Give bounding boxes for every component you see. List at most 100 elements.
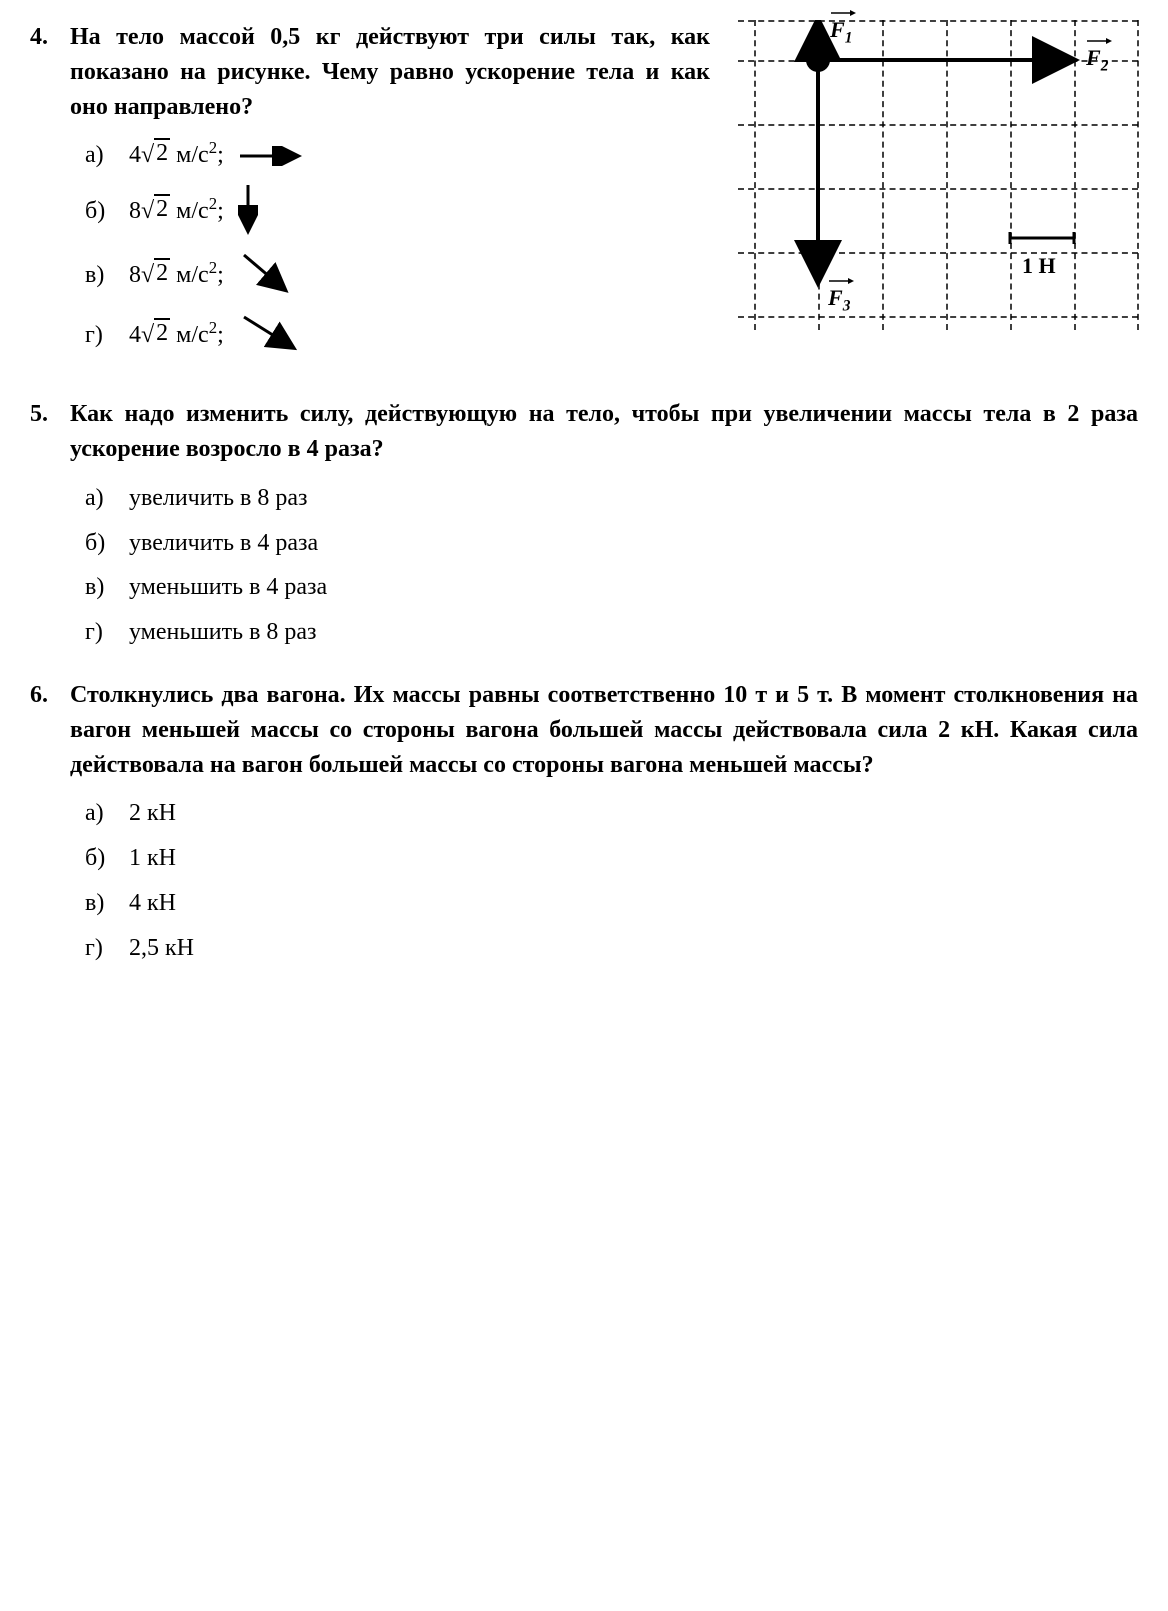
root-arg: 2 (154, 138, 170, 166)
option-text: уменьшить в 4 раза (129, 570, 327, 605)
force-diagram: F1 F2 F3 1 Н (738, 20, 1138, 330)
root-arg: 2 (154, 258, 170, 286)
q4-body: 4. На тело массой 0,5 кг действуют три с… (30, 20, 724, 124)
q4-option-a: а) 4√2 м/с2; (85, 138, 724, 173)
q4-option-c: в) 8√2 м/с2; (85, 249, 724, 301)
q6-number: 6. (30, 678, 60, 713)
radical-icon: √ (141, 138, 154, 173)
option-letter: г) (85, 318, 115, 353)
option-letter: а) (85, 138, 115, 173)
semi: ; (217, 262, 224, 288)
option-letter: г) (85, 931, 115, 966)
radical-icon: √ (141, 194, 154, 229)
label-f2: F2 (1086, 42, 1108, 78)
problem-6: 6. Столкнулись два вагона. Их массы равн… (30, 678, 1138, 966)
option-letter: г) (85, 615, 115, 650)
option-text: увеличить в 4 раза (129, 526, 318, 561)
option-text: 4 кН (129, 886, 176, 921)
f-sub: 3 (843, 297, 851, 314)
f-sub: 2 (1101, 57, 1109, 74)
semi: ; (217, 142, 224, 168)
q4-option-b: б) 8√2 м/с2; (85, 183, 724, 239)
q5-options: а) увеличить в 8 раз б) увеличить в 4 раза… (85, 481, 1138, 650)
option-text: 2,5 кН (129, 931, 194, 966)
exp: 2 (209, 194, 217, 213)
q5-body: 5. Как надо изменить силу, действующую н… (30, 397, 1138, 467)
label-f3: F3 (828, 282, 850, 318)
option-letter: а) (85, 796, 115, 831)
coef: 8 (129, 198, 141, 224)
option-text: уменьшить в 8 раз (129, 615, 317, 650)
vector-arrow-icon (828, 276, 854, 286)
q6-options: а) 2 кН б) 1 кН в) 4 кН г) 2,5 кН (85, 796, 1138, 965)
arrow-diag2-icon (238, 311, 308, 359)
q4-option-d: г) 4√2 м/с2; (85, 311, 724, 359)
option-value: 8√2 м/с2; (129, 258, 224, 293)
q4-number: 4. (30, 20, 60, 55)
q6-body: 6. Столкнулись два вагона. Их массы равн… (30, 678, 1138, 782)
q6-option-d: г) 2,5 кН (85, 931, 1138, 966)
problem-5: 5. Как надо изменить силу, действующую н… (30, 397, 1138, 650)
q4-text: На тело массой 0,5 кг действуют три силы… (70, 20, 710, 124)
arrow-diag-icon (238, 249, 298, 301)
root-arg: 2 (154, 318, 170, 346)
exp: 2 (209, 318, 217, 337)
unit: м/с (170, 262, 209, 288)
semi: ; (217, 322, 224, 348)
force-vectors (738, 20, 1138, 330)
option-value: 8√2 м/с2; (129, 194, 224, 229)
unit: м/с (170, 142, 209, 168)
q6-text: Столкнулись два вагона. Их массы равны с… (70, 678, 1138, 782)
option-letter: б) (85, 841, 115, 876)
option-text: 1 кН (129, 841, 176, 876)
vector-arrow-icon (830, 8, 856, 18)
vector-arrow-icon (1086, 36, 1112, 46)
sqrt: √2 (141, 258, 170, 293)
q5-option-b: б) увеличить в 4 раза (85, 526, 1138, 561)
q6-option-b: б) 1 кН (85, 841, 1138, 876)
sqrt: √2 (141, 138, 170, 173)
q4-diagram: F1 F2 F3 1 Н (738, 20, 1138, 369)
f-sub: 1 (845, 29, 853, 46)
q4-wrap: 4. На тело массой 0,5 кг действуют три с… (30, 20, 1138, 369)
coef: 4 (129, 322, 141, 348)
coef: 8 (129, 262, 141, 288)
unit: м/с (170, 322, 209, 348)
root-arg: 2 (154, 194, 170, 222)
option-letter: в) (85, 886, 115, 921)
unit: м/с (170, 198, 209, 224)
radical-icon: √ (141, 318, 154, 353)
q5-option-c: в) уменьшить в 4 раза (85, 570, 1138, 605)
f-label: F (828, 285, 843, 310)
arrow-right-icon (238, 146, 308, 166)
exp: 2 (209, 258, 217, 277)
scale-label: 1 Н (1022, 250, 1056, 282)
semi: ; (217, 198, 224, 224)
q6-option-a: а) 2 кН (85, 796, 1138, 831)
q6-option-c: в) 4 кН (85, 886, 1138, 921)
option-letter: в) (85, 570, 115, 605)
q5-option-a: а) увеличить в 8 раз (85, 481, 1138, 516)
label-f1: F1 (830, 14, 852, 50)
option-value: 4√2 м/с2; (129, 318, 224, 353)
q5-number: 5. (30, 397, 60, 432)
q4-options: а) 4√2 м/с2; б) 8√2 м/с2; в) 8√ (85, 138, 724, 359)
sqrt: √2 (141, 194, 170, 229)
option-letter: а) (85, 481, 115, 516)
option-letter: в) (85, 258, 115, 293)
f-label: F (830, 17, 845, 42)
coef: 4 (129, 142, 141, 168)
radical-icon: √ (141, 258, 154, 293)
option-text: увеличить в 8 раз (129, 481, 307, 516)
f-label: F (1086, 45, 1101, 70)
arrow-down-icon (238, 183, 258, 239)
option-text: 2 кН (129, 796, 176, 831)
q4-left: 4. На тело массой 0,5 кг действуют три с… (30, 20, 724, 369)
option-value: 4√2 м/с2; (129, 138, 224, 173)
option-letter: б) (85, 194, 115, 229)
exp: 2 (209, 138, 217, 157)
problem-4: 4. На тело массой 0,5 кг действуют три с… (30, 20, 1138, 369)
option-letter: б) (85, 526, 115, 561)
q5-text: Как надо изменить силу, действующую на т… (70, 397, 1138, 467)
q5-option-d: г) уменьшить в 8 раз (85, 615, 1138, 650)
